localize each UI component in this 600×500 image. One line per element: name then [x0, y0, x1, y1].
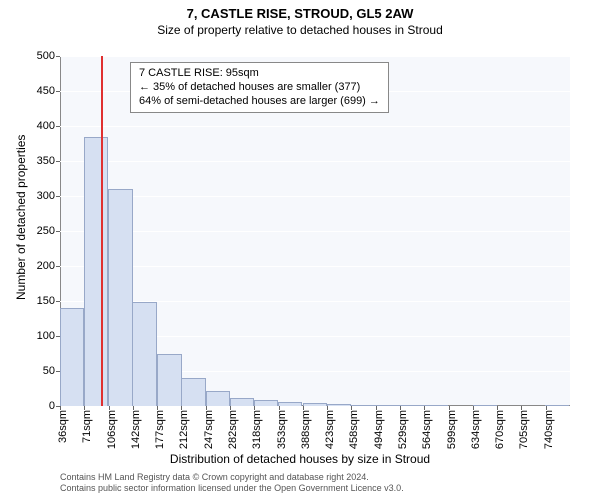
histogram-bar	[303, 403, 327, 406]
footer-line-2: Contains public sector information licen…	[60, 483, 404, 494]
footer-line-1: Contains HM Land Registry data © Crown c…	[60, 472, 404, 483]
ytick-label: 250	[37, 225, 60, 237]
ytick-label: 50	[43, 365, 60, 377]
histogram-bar	[254, 400, 278, 406]
histogram-bar	[278, 402, 302, 406]
ytick-label: 450	[37, 85, 60, 97]
histogram-bar	[375, 405, 399, 406]
footer-attribution: Contains HM Land Registry data © Crown c…	[60, 472, 404, 494]
xtick-label: 529sqm	[397, 410, 409, 449]
ytick-label: 400	[37, 120, 60, 132]
xtick-label: 247sqm	[203, 410, 215, 449]
page-title: 7, CASTLE RISE, STROUD, GL5 2AW	[0, 0, 600, 21]
xtick-label: 318sqm	[251, 410, 263, 449]
histogram-bar	[157, 354, 181, 407]
gridline	[60, 266, 570, 267]
xtick-label: 634sqm	[470, 410, 482, 449]
y-axis-label: Number of detached properties	[14, 135, 28, 300]
histogram-bar	[60, 308, 84, 406]
gridline	[60, 231, 570, 232]
property-marker-line	[101, 56, 103, 406]
histogram-bar	[181, 378, 205, 406]
xtick-label: 388sqm	[300, 410, 312, 449]
page-subtitle: Size of property relative to detached ho…	[0, 21, 600, 37]
ytick-label: 150	[37, 295, 60, 307]
xtick-label: 564sqm	[421, 410, 433, 449]
xtick-label: 142sqm	[130, 410, 142, 449]
ytick-label: 500	[37, 50, 60, 62]
xtick-label: 106sqm	[106, 410, 118, 449]
gridline	[60, 406, 570, 407]
info-line-2: ← 35% of detached houses are smaller (37…	[139, 81, 380, 95]
histogram-bar	[545, 405, 569, 406]
xtick-label: 705sqm	[518, 410, 530, 449]
gridline	[60, 56, 570, 57]
ytick-label: 300	[37, 190, 60, 202]
xtick-label: 212sqm	[178, 410, 190, 449]
ytick-label: 200	[37, 260, 60, 272]
histogram-bar	[424, 405, 448, 406]
xtick-label: 670sqm	[494, 410, 506, 449]
ytick-label: 350	[37, 155, 60, 167]
x-axis-label: Distribution of detached houses by size …	[0, 452, 600, 466]
xtick-label: 282sqm	[227, 410, 239, 449]
gridline	[60, 126, 570, 127]
info-line-3: 64% of semi-detached houses are larger (…	[139, 95, 380, 109]
chart-area: 05010015020025030035040045050036sqm71sqm…	[60, 56, 570, 406]
gridline	[60, 196, 570, 197]
xtick-label: 36sqm	[57, 410, 69, 443]
xtick-label: 423sqm	[324, 410, 336, 449]
histogram-bar	[351, 405, 375, 406]
xtick-label: 71sqm	[81, 410, 93, 443]
xtick-label: 177sqm	[154, 410, 166, 449]
xtick-label: 599sqm	[446, 410, 458, 449]
xtick-label: 740sqm	[543, 410, 555, 449]
histogram-bar	[327, 404, 351, 406]
xtick-label: 353sqm	[276, 410, 288, 449]
xtick-label: 458sqm	[348, 410, 360, 449]
histogram-bar	[230, 398, 254, 406]
gridline	[60, 161, 570, 162]
info-box: 7 CASTLE RISE: 95sqm ← 35% of detached h…	[130, 62, 389, 113]
histogram-bar	[206, 391, 230, 406]
histogram-bar	[399, 405, 423, 406]
histogram-bar	[84, 137, 108, 407]
histogram-bar	[473, 405, 497, 406]
info-line-1: 7 CASTLE RISE: 95sqm	[139, 67, 380, 81]
histogram-bar	[108, 189, 132, 406]
xtick-label: 494sqm	[373, 410, 385, 449]
histogram-bar	[132, 302, 156, 406]
ytick-label: 100	[37, 330, 60, 342]
